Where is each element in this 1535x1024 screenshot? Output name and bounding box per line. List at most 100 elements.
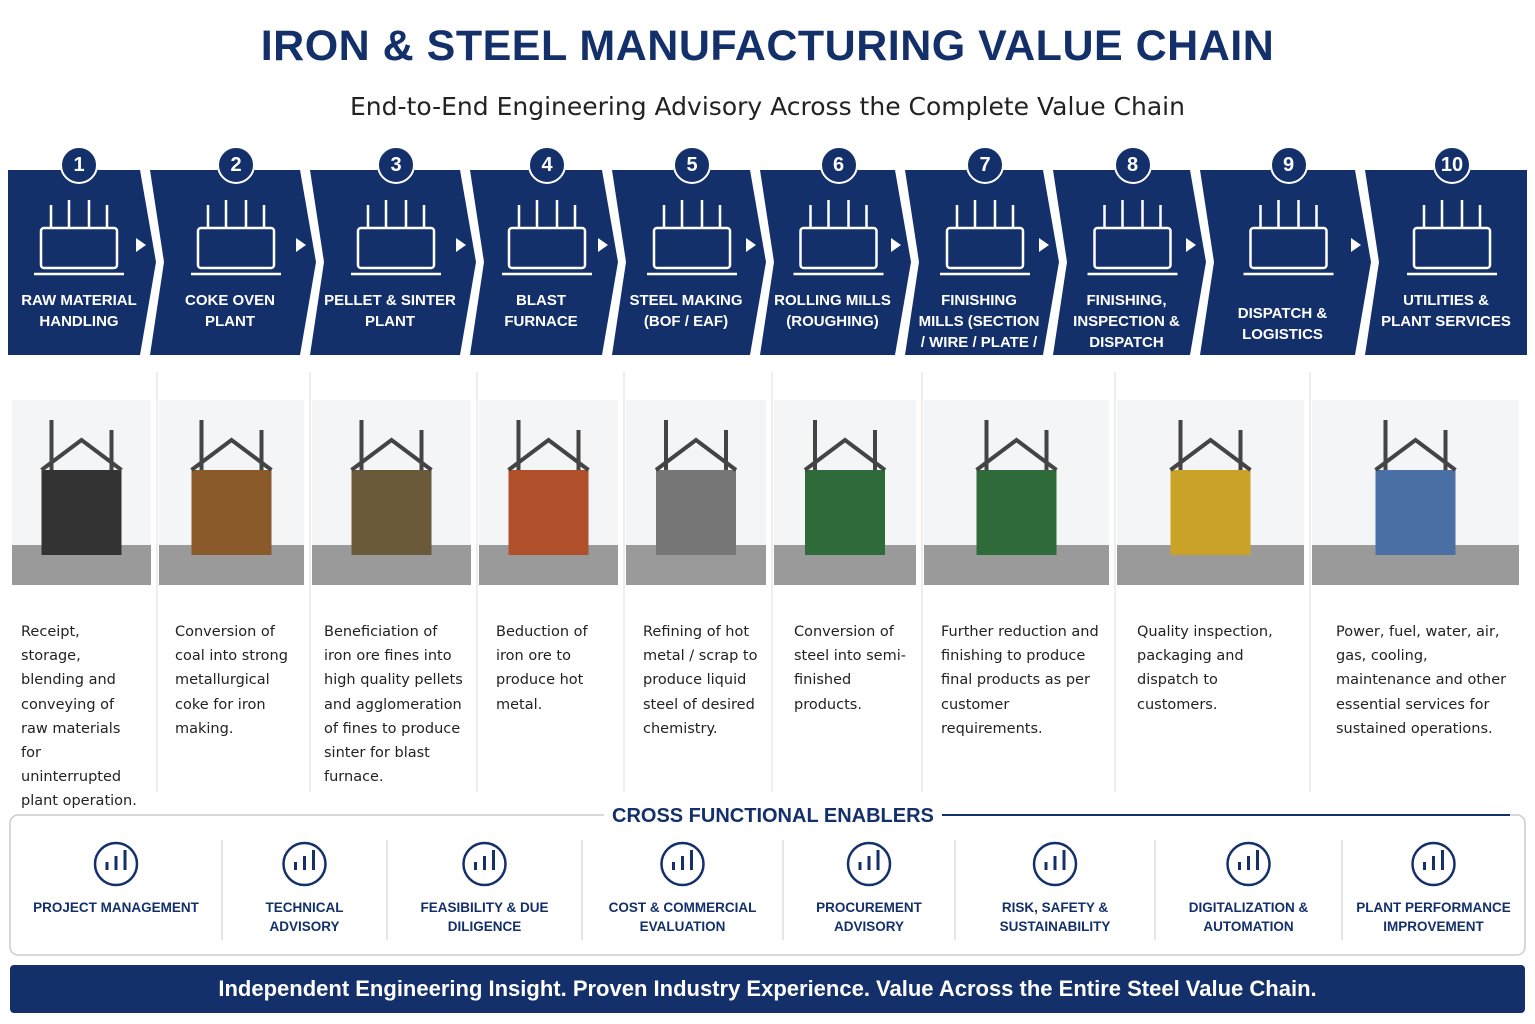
illustration-frame xyxy=(190,420,273,472)
enabler-label: PROCUREMENT ADVISORY xyxy=(816,900,922,934)
stage-icon xyxy=(34,200,124,276)
illustration-frame xyxy=(1374,420,1457,472)
stage-description: Conversion of steel into semi-finished p… xyxy=(794,624,906,713)
stage-icon xyxy=(351,200,441,276)
stage-chevron xyxy=(8,170,156,355)
stage-description: Further reduction and finishing to produ… xyxy=(941,624,1099,737)
enabler-icon xyxy=(846,841,892,887)
stage-icon xyxy=(1407,200,1497,276)
stage-label: UTILITIES & PLANT SERVICES xyxy=(1381,292,1511,330)
stage-icon xyxy=(39,226,119,270)
illustration-structure xyxy=(1170,470,1251,555)
step-number: 6 xyxy=(819,146,858,184)
illustration-structure xyxy=(191,470,272,555)
enabler-icon xyxy=(105,850,127,870)
stage-label: PELLET & SINTER PLANT xyxy=(324,292,456,330)
stage-icon xyxy=(502,200,592,276)
stage-icon xyxy=(1412,226,1492,270)
enabler-icon xyxy=(672,850,693,870)
enablers-title: CROSS FUNCTIONAL ENABLERS xyxy=(604,805,942,828)
stage-chevron xyxy=(612,170,766,355)
stage-chevron xyxy=(1200,170,1371,355)
stage-label: COKE OVEN PLANT xyxy=(184,292,275,330)
stage-icon xyxy=(647,200,737,276)
step-number: 2 xyxy=(217,146,255,184)
stage-label: BLAST FURNACE xyxy=(504,292,578,330)
illustration-frame xyxy=(507,420,590,472)
illustration-frame xyxy=(654,420,738,472)
flow-arrow xyxy=(1186,238,1196,252)
enabler-label: FEASIBILITY & DUE DILIGENCE xyxy=(420,900,549,934)
stage-label: ROLLING MILLS (ROUGHING) xyxy=(774,292,891,330)
enabler-icon xyxy=(858,850,880,870)
enabler-label: PROJECT MANAGEMENT xyxy=(33,900,199,915)
stage-description: Quality inspection, packaging and dispat… xyxy=(1137,624,1273,713)
illustration-structure xyxy=(656,470,736,555)
enabler-label: PLANT PERFORMANCE IMPROVEMENT xyxy=(1356,900,1511,934)
stage-label: STEEL MAKING (BOF / EAF) xyxy=(629,292,743,330)
enabler-icon xyxy=(282,841,327,887)
illustration-structure xyxy=(1375,470,1456,555)
stage-description: Receipt, storage, blending and conveying… xyxy=(21,624,137,810)
stage-icon xyxy=(799,226,878,270)
illustration-structure xyxy=(41,470,122,555)
illustration-frame xyxy=(1169,420,1252,472)
stage-description: Refining of hot metal / scrap to produce… xyxy=(643,624,758,737)
stage-icon xyxy=(940,200,1030,276)
stage-icon xyxy=(196,226,276,270)
enabler-label: DIGITALIZATION & AUTOMATION xyxy=(1188,900,1309,934)
stage-chevron xyxy=(310,170,476,355)
stage-icon xyxy=(945,226,1025,270)
title: IRON & STEEL MANUFACTURING VALUE CHAIN xyxy=(260,22,1275,70)
flow-arrow xyxy=(296,238,306,252)
stage-chevron xyxy=(1365,170,1527,355)
stage-chevron xyxy=(150,170,316,355)
enabler-icon xyxy=(1226,841,1271,887)
subtitle: End-to-End Engineering Advisory Across t… xyxy=(350,92,1185,121)
enabler-icon xyxy=(1032,841,1078,887)
illustration-frame xyxy=(975,420,1058,472)
stage-icon xyxy=(1249,226,1328,270)
illustration-structure xyxy=(976,470,1057,555)
stage-chevron xyxy=(1053,170,1206,355)
footer-banner: Independent Engineering Insight. Proven … xyxy=(10,965,1525,1013)
enabler-label: COST & COMMERCIAL EVALUATION xyxy=(608,900,757,934)
stage-description: Power, fuel, water, air, gas, cooling, m… xyxy=(1336,624,1507,737)
stage-label: FINISHING MILLS (SECTION / WIRE / PLATE … xyxy=(918,292,1040,372)
stage-icon xyxy=(507,226,587,270)
illustration-structure xyxy=(351,470,432,555)
enabler-icon xyxy=(93,841,139,887)
stage-description: Beneficiation of iron ore fines into hig… xyxy=(324,624,463,786)
flow-arrow xyxy=(136,238,146,252)
stage-icon xyxy=(652,226,732,270)
stage-description: Beduction of iron ore to produce hot met… xyxy=(496,624,588,713)
enabler-icon xyxy=(294,850,315,870)
stage-label: DISPATCH & LOGISTICS xyxy=(1237,305,1328,343)
step-number: 3 xyxy=(377,146,415,184)
flow-arrow xyxy=(891,238,901,252)
flow-arrow xyxy=(1039,238,1049,252)
flow-arrow xyxy=(1351,238,1361,252)
enabler-icon xyxy=(660,841,705,887)
enabler-icon xyxy=(1411,841,1456,887)
flow-arrow xyxy=(598,238,608,252)
illustration-structure xyxy=(805,470,885,555)
stage-icon xyxy=(1093,226,1172,270)
enabler-icon xyxy=(1423,850,1444,870)
stage-icon xyxy=(191,200,281,276)
stage-label: RAW MATERIAL HANDLING xyxy=(21,292,137,330)
enabler-label: RISK, SAFETY & SUSTAINABILITY xyxy=(999,900,1111,934)
step-number: 10 xyxy=(1433,146,1471,184)
enabler-icon xyxy=(462,841,507,887)
step-number: 4 xyxy=(528,146,566,184)
stage-chevron xyxy=(760,170,911,355)
step-number: 7 xyxy=(966,146,1004,184)
illustration-frame xyxy=(803,420,887,472)
stage-icon xyxy=(1243,200,1334,276)
enabler-label: TECHNICAL ADVISORY xyxy=(265,900,344,934)
stage-icon xyxy=(1087,200,1178,276)
step-number: 1 xyxy=(60,146,98,184)
flow-arrow xyxy=(456,238,466,252)
